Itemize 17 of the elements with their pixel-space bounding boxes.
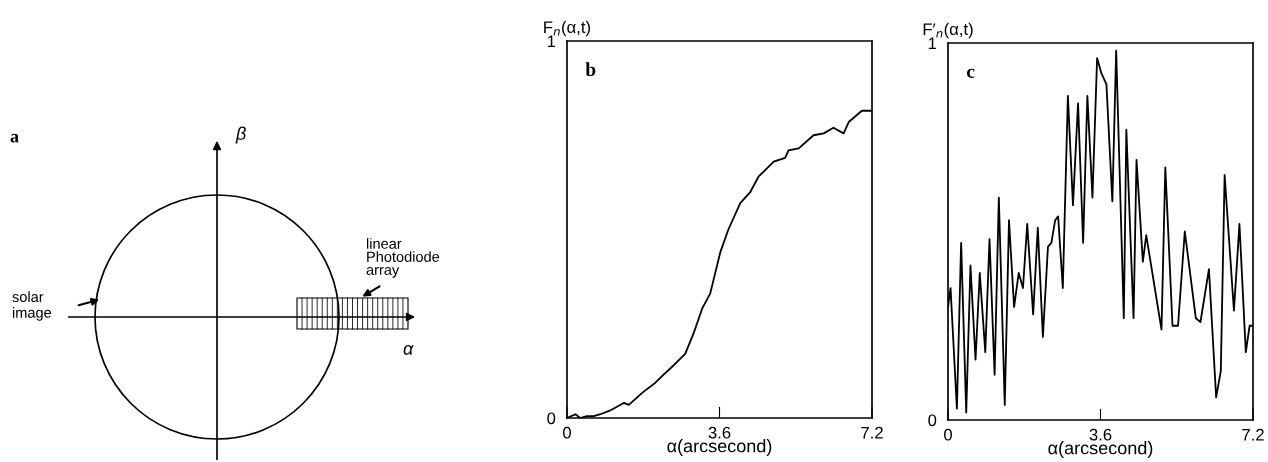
text: β: [235, 126, 246, 144]
annotation: b: [585, 62, 596, 77]
annotation: c: [966, 68, 975, 79]
text: solar image: [12, 291, 52, 321]
x-tick-label: 3.6: [708, 426, 731, 439]
text: a: [10, 133, 19, 143]
x-tick-label: 0: [563, 426, 571, 439]
x-axis-title: α(arcsecond): [1048, 441, 1153, 458]
x-tick-label: 0: [944, 428, 952, 441]
y-tick-label: 1: [928, 37, 937, 50]
x-axis-title: α(arcsecond): [667, 439, 772, 456]
text: linear Photodiode array: [366, 238, 440, 278]
x-tick-label: 7.2: [1242, 428, 1264, 441]
y-tick-label: 1: [547, 35, 556, 48]
x-tick-label: 3.6: [1089, 428, 1112, 441]
text: α: [403, 344, 414, 355]
x-tick-label: 7.2: [861, 426, 883, 439]
